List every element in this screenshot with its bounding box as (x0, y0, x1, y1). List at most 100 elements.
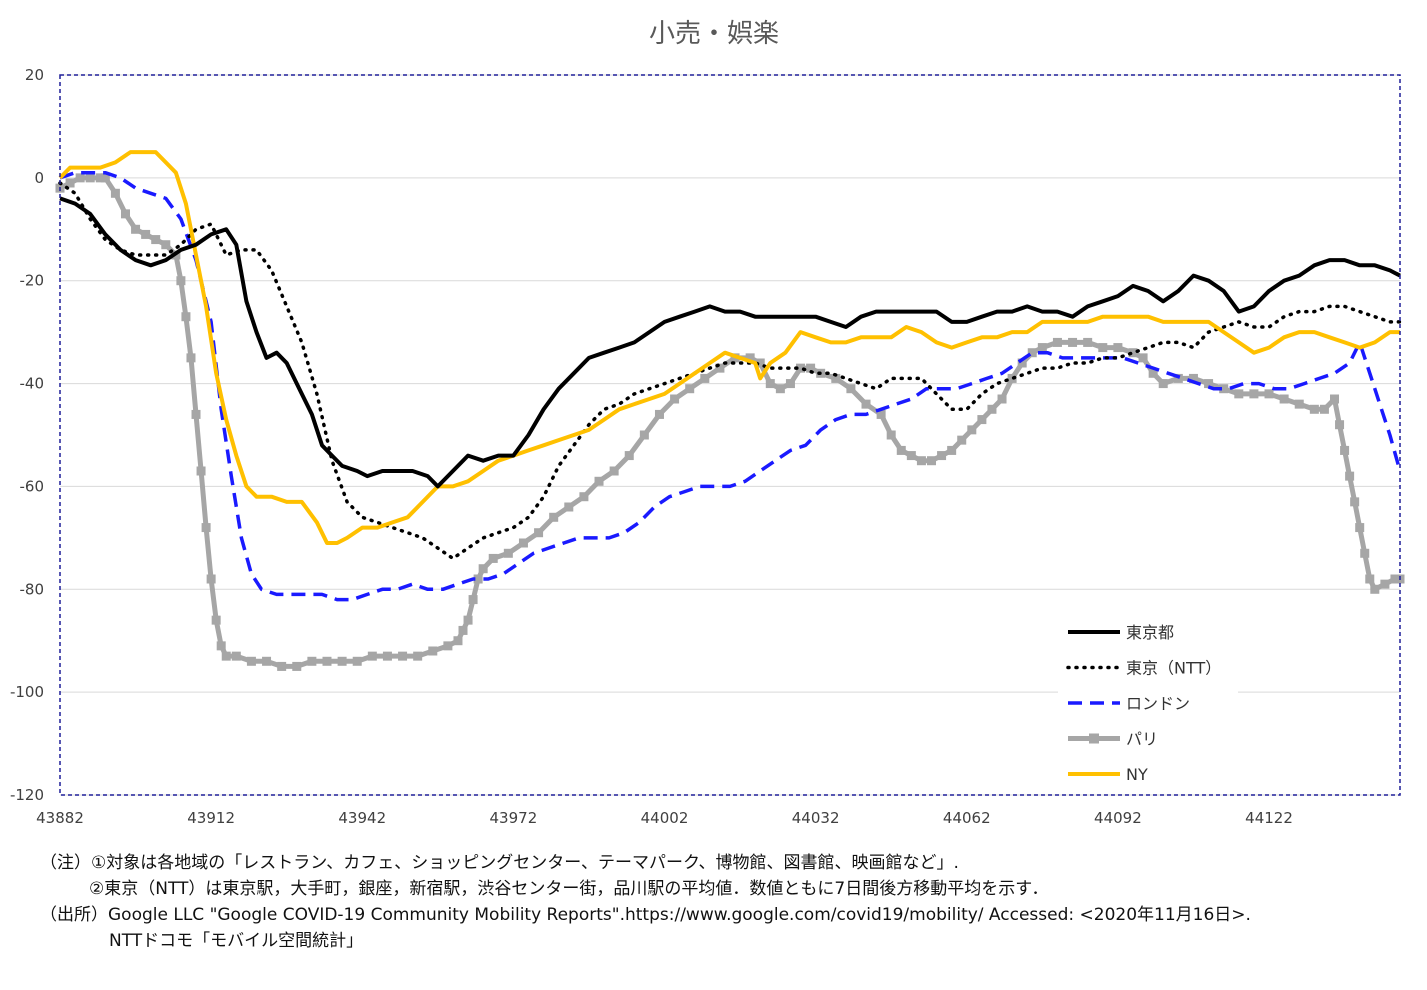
legend-marker (1089, 733, 1099, 744)
y-tick-label: -80 (20, 580, 45, 598)
note-line-2: ②東京（NTT）は東京駅，大手町，銀座，新宿駅，渋谷センター街，品川駅の平均値．… (89, 879, 1049, 899)
legend-label-0: 東京都 (1126, 623, 1174, 642)
series-marker (831, 373, 841, 383)
series-marker (120, 209, 130, 219)
series-marker (796, 363, 806, 373)
series-marker (977, 415, 987, 425)
series-marker (896, 445, 906, 455)
series-marker (85, 173, 95, 183)
series-marker (670, 394, 680, 404)
series-marker (478, 564, 488, 574)
source-line-2: NTTドコモ「モバイル空間統計」 (109, 931, 364, 951)
series-marker (1340, 445, 1350, 455)
series-marker (503, 548, 513, 558)
x-tick-label: 43972 (490, 809, 538, 827)
source-line-1: （出所）Google LLC "Google COVID-19 Communit… (40, 905, 1251, 925)
series-marker (1355, 523, 1365, 533)
series-marker (594, 476, 604, 486)
series-marker (609, 466, 619, 476)
series-marker (1037, 343, 1047, 353)
series-marker (1017, 358, 1027, 368)
series-marker (191, 409, 201, 419)
series-marker (398, 651, 408, 661)
series-marker (196, 466, 206, 476)
series-marker (947, 445, 957, 455)
series-marker (473, 574, 483, 584)
x-tick-label: 44092 (1094, 809, 1142, 827)
note-line-1: （注）①対象は各地域の「レストラン、カフェ、ショッピングセンター、テーマパーク、… (40, 853, 959, 873)
plot-area-border (59, 74, 1401, 796)
series-marker (1204, 379, 1214, 389)
series-marker (1330, 394, 1340, 404)
series-marker (262, 656, 272, 666)
x-tick-label: 43912 (187, 809, 235, 827)
series-marker (579, 492, 589, 502)
series-marker (549, 512, 559, 522)
series-marker (715, 363, 725, 373)
series-marker (181, 312, 191, 322)
series-marker (1219, 384, 1229, 394)
series-marker (151, 235, 161, 245)
series-marker (468, 595, 478, 605)
series-marker (564, 502, 574, 512)
series-marker (488, 553, 498, 563)
series-marker (927, 456, 937, 466)
series-marker (906, 451, 916, 461)
series-line-4 (58, 150, 1400, 545)
x-tick-label: 43882 (36, 809, 84, 827)
series-marker (443, 641, 453, 651)
series-marker (967, 425, 977, 435)
series-marker (201, 523, 211, 533)
series-marker (463, 615, 473, 625)
series-marker (216, 641, 226, 651)
legend-label-4: NY (1126, 765, 1148, 784)
series-marker (95, 173, 105, 183)
series-marker (352, 656, 362, 666)
y-tick-label: -40 (20, 375, 45, 393)
line-chart: 小売・娯楽 20 0 -20 -40 -60 -80 -100 -120 43882 43912… (10, 19, 1405, 827)
y-tick-label: -120 (10, 786, 44, 804)
x-tick-label: 44122 (1245, 809, 1293, 827)
series-marker (186, 353, 196, 363)
series-marker (1370, 584, 1380, 594)
series-marker (141, 229, 151, 239)
series-marker (846, 384, 856, 394)
series-marker (639, 430, 649, 440)
series-marker (211, 615, 221, 625)
series-marker (161, 240, 171, 250)
series-marker (307, 656, 317, 666)
series-marker (1335, 420, 1345, 430)
x-tick-label: 43942 (338, 809, 386, 827)
series-marker (1309, 404, 1319, 414)
series-marker (1319, 404, 1329, 414)
series-marker (785, 379, 795, 389)
series-marker (654, 409, 664, 419)
series-marker (458, 625, 468, 635)
series-marker (937, 451, 947, 461)
series-marker (1294, 399, 1304, 409)
series-marker (1052, 337, 1062, 347)
series-marker (1158, 379, 1168, 389)
series-marker (1068, 337, 1078, 347)
series-marker (1234, 389, 1244, 399)
series-marker (337, 656, 347, 666)
series-marker (231, 651, 241, 661)
series-marker (624, 451, 634, 461)
series-marker (246, 656, 256, 666)
series-marker (534, 528, 544, 538)
y-tick-label: 20 (25, 66, 44, 84)
x-tick-label: 44062 (943, 809, 991, 827)
series-marker (277, 661, 287, 671)
series-marker (221, 651, 231, 661)
series-marker (745, 353, 755, 363)
chart-title: 小売・娯楽 (649, 19, 779, 49)
legend-box (1058, 610, 1238, 790)
series-marker (685, 384, 695, 394)
legend-label-2: ロンドン (1126, 694, 1190, 713)
series-marker (1128, 348, 1138, 358)
x-axis-ticks: 43882 43912 43942 43972 44002 44032 44062 44092… (36, 809, 1293, 827)
series-marker (1083, 337, 1093, 347)
y-tick-label: -20 (20, 272, 45, 290)
series-marker (1345, 471, 1355, 481)
